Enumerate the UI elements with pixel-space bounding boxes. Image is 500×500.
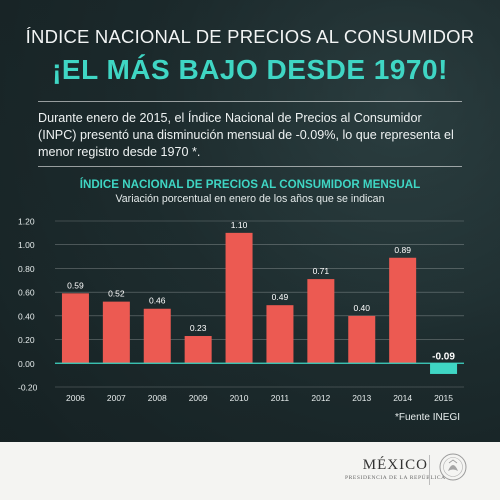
y-tick-label: 1.20	[18, 217, 35, 227]
x-tick-label: 2010	[230, 393, 249, 403]
data-label: 0.23	[190, 323, 207, 333]
bar	[143, 308, 171, 364]
data-label: 0.59	[67, 280, 84, 290]
headline: ¡EL MÁS BAJO DESDE 1970!	[52, 54, 448, 85]
data-label: 0.40	[353, 303, 370, 313]
logo-divider	[429, 455, 430, 485]
bar	[266, 305, 294, 364]
header-top-title: ÍNDICE NACIONAL DE PRECIOS AL CONSUMIDOR	[25, 26, 475, 47]
bar	[184, 336, 212, 364]
intro-paragraph: Durante enero de 2015, el Índice Naciona…	[38, 111, 454, 159]
data-label: 0.46	[149, 296, 166, 306]
national-seal-icon	[439, 453, 467, 481]
x-tick-label: 2014	[393, 393, 412, 403]
data-label: 0.71	[313, 266, 330, 276]
x-tick-label: 2013	[352, 393, 371, 403]
chart-subtitle: Variación porcentual en enero de los año…	[115, 193, 385, 205]
y-tick-label: 1.00	[18, 240, 35, 250]
data-label: 0.52	[108, 289, 125, 299]
logo-sub-text: PRESIDENCIA DE LA REPÚBLICA	[345, 475, 446, 481]
bar	[348, 315, 376, 364]
x-tick-label: 2008	[148, 393, 167, 403]
x-tick-label: 2011	[271, 393, 290, 403]
government-logo: MÉXICO PRESIDENCIA DE LA REPÚBLICA	[345, 457, 446, 481]
divider-top	[38, 101, 462, 102]
data-label: 1.10	[231, 220, 248, 230]
y-tick-label: -0.20	[18, 383, 38, 393]
logo-main-text: MÉXICO	[362, 457, 428, 473]
y-tick-label: 0.00	[18, 359, 35, 369]
bar	[307, 279, 335, 364]
bar	[61, 293, 89, 364]
x-tick-label: 2007	[107, 393, 126, 403]
bar	[102, 301, 130, 364]
chart-title: ÍNDICE NACIONAL DE PRECIOS AL CONSUMIDOR…	[79, 178, 421, 191]
y-tick-label: 0.80	[18, 264, 35, 274]
x-tick-label: 2009	[189, 393, 208, 403]
footer-bar	[0, 442, 500, 500]
x-tick-label: 2015	[434, 393, 453, 403]
divider-bottom	[38, 166, 462, 167]
bar	[225, 232, 253, 364]
bar-chart: 1.20 1.00 0.80 0.60 0.40 0.20 0.00 -0.20 0.59 200…	[18, 217, 464, 403]
y-tick-label: 0.60	[18, 288, 35, 298]
y-tick-label: 0.20	[18, 335, 35, 345]
data-label: 0.49	[272, 292, 289, 302]
data-label: 0.89	[394, 245, 411, 255]
source-note: *Fuente INEGI	[394, 412, 460, 423]
bar	[430, 363, 458, 374]
y-tick-label: 0.40	[18, 311, 35, 321]
x-tick-label: 2006	[66, 393, 85, 403]
bar	[389, 257, 417, 364]
data-label: -0.09	[432, 351, 455, 362]
x-tick-label: 2012	[311, 393, 330, 403]
